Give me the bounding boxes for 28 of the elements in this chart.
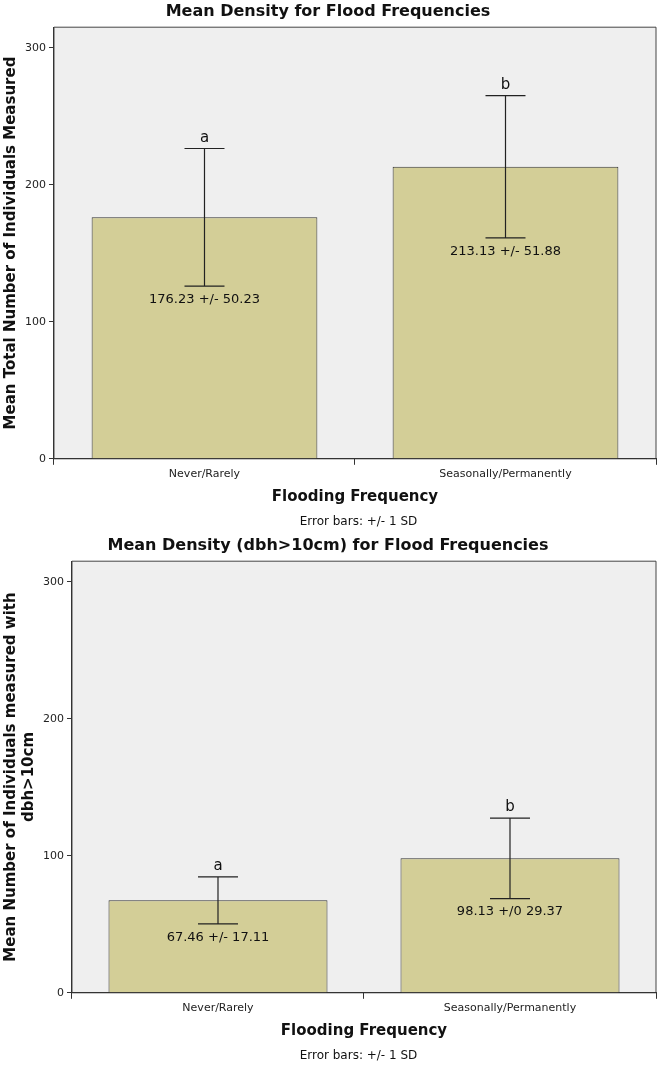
annotation: a bbox=[213, 856, 223, 875]
y-tick-label: 100 bbox=[25, 314, 46, 328]
annotation: b bbox=[505, 797, 515, 816]
y-tick-label: 300 bbox=[43, 574, 64, 588]
x-tick-label: Seasonally/Permanently bbox=[443, 1001, 577, 1015]
x-tick-label: Never/Rarely bbox=[168, 467, 241, 481]
y-tick-label: 100 bbox=[43, 848, 64, 862]
annotation: a bbox=[199, 127, 210, 146]
chart-title: Mean Density (dbh>10cm) for Flood Frequencies bbox=[107, 534, 549, 554]
y-axis-title: Mean Total Number of Individuals Measured bbox=[0, 56, 19, 430]
data-label: 67.46 +/- 17.11 bbox=[166, 928, 270, 944]
text: Error bars: +/- 1 SD bbox=[299, 1048, 418, 1063]
annotation: b bbox=[500, 75, 511, 94]
x-tick-label: Seasonally/Permanently bbox=[439, 467, 573, 481]
y-tick-label: 300 bbox=[25, 40, 46, 54]
x-axis-title: Flooding Frequency bbox=[271, 486, 439, 505]
y-tick-label: 0 bbox=[39, 451, 46, 465]
x-axis-title: Flooding Frequency bbox=[280, 1020, 448, 1039]
y-axis-title: Mean Number of Individuals measured with dbh>10cm bbox=[0, 592, 37, 962]
data-label: 213.13 +/- 51.88 bbox=[450, 242, 561, 258]
chart-title: Mean Density for Flood Frequencies bbox=[165, 0, 491, 20]
y-tick-label: 0 bbox=[57, 985, 64, 999]
text: Error bars: +/- 1 SD bbox=[299, 514, 418, 529]
y-tick-label: 200 bbox=[25, 177, 46, 191]
x-tick-label: Never/Rarely bbox=[182, 1001, 255, 1015]
y-tick-label: 200 bbox=[43, 711, 64, 725]
data-label: 98.13 +/0 29.37 bbox=[456, 903, 564, 919]
data-label: 176.23 +/- 50.23 bbox=[149, 291, 260, 307]
